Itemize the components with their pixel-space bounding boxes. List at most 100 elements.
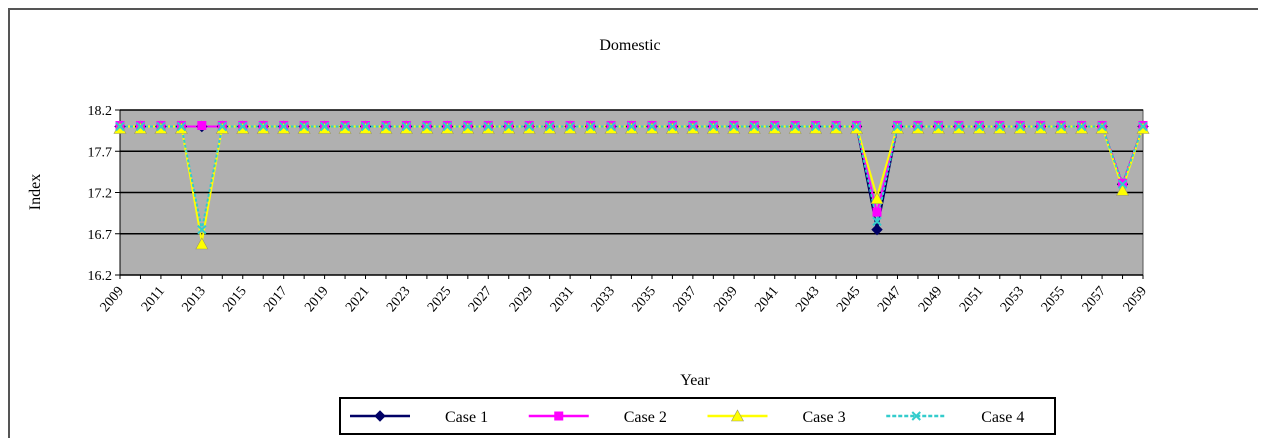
x-tick-label: 2049: [916, 284, 945, 315]
case-4-marker: [319, 121, 330, 132]
case-4-marker-stroke: [911, 411, 921, 421]
case-4-marker: [626, 121, 637, 132]
case-3-marker: [870, 191, 884, 204]
case-4-marker: [278, 121, 289, 132]
y-tick-label: 16.7: [88, 228, 113, 243]
case-4-marker-stroke: [360, 121, 371, 132]
case-4-marker: [1015, 121, 1025, 132]
case-4-marker-stroke: [913, 121, 923, 132]
case-4-marker: [422, 121, 432, 132]
x-tick-label: 2039: [711, 284, 740, 315]
case-4-marker-stroke: [749, 121, 759, 132]
case-4-marker-stroke: [544, 121, 555, 132]
x-tick-label: 2053: [998, 284, 1027, 315]
x-tick-label: 2051: [957, 284, 986, 315]
case-4-marker: [913, 121, 923, 132]
x-tick-label: 2031: [548, 284, 577, 315]
x-tick-label: 2035: [630, 284, 659, 315]
legend-case-1-label: Case 1: [445, 409, 488, 426]
case-4-marker: [1056, 121, 1066, 132]
case-4-marker-stroke: [851, 121, 862, 132]
case-4-marker-stroke: [647, 121, 657, 132]
case-4-marker: [381, 121, 391, 132]
case-4-marker-stroke: [1117, 179, 1128, 189]
x-tick-label: 2023: [384, 284, 413, 315]
case-4-marker: [708, 121, 719, 132]
case-4-marker: [197, 224, 207, 235]
x-tick-label: 2019: [302, 284, 331, 315]
x-tick-label: 2045: [834, 284, 863, 315]
x-tick-label: 2017: [261, 284, 290, 315]
case-4-marker-stroke: [729, 121, 739, 132]
case-4-marker-stroke: [422, 121, 432, 132]
case-4-marker-stroke: [1138, 121, 1148, 132]
case-4-marker: [360, 121, 371, 132]
case-4-marker: [1035, 121, 1046, 132]
x-axis-label: Year: [680, 372, 710, 389]
case-4-marker-stroke: [585, 121, 596, 132]
chart-title: Domestic: [599, 37, 660, 54]
x-tick-label: 2057: [1080, 284, 1109, 315]
case-4-marker: [299, 121, 309, 132]
case-4-marker-stroke: [790, 121, 800, 132]
case-4-marker-stroke: [995, 121, 1005, 132]
case-4-marker: [995, 121, 1005, 132]
x-tick-label: 2011: [139, 284, 168, 315]
case-4-marker-stroke: [892, 121, 903, 132]
case-4-marker-stroke: [954, 121, 964, 132]
case-4-marker: [1097, 121, 1107, 132]
case-4-marker: [831, 121, 841, 132]
y-tick-label: 17.2: [88, 187, 113, 202]
x-tick-label: 2047: [875, 284, 904, 315]
x-tick-label: 2059: [1121, 284, 1150, 315]
case-4-marker-stroke: [463, 121, 473, 132]
case-4-marker: [483, 121, 493, 132]
case-4-marker: [911, 411, 921, 421]
case-4-marker-stroke: [217, 121, 228, 132]
case-4-marker-stroke: [810, 121, 821, 132]
case-4-marker-stroke: [1035, 121, 1046, 132]
case-4-marker: [974, 121, 985, 132]
case-4-marker-stroke: [176, 121, 187, 132]
case-4-marker: [606, 121, 616, 132]
case-4-marker-stroke: [483, 121, 493, 132]
case-4-marker: [504, 121, 514, 132]
case-3-marker: [1116, 183, 1130, 196]
case-4-marker: [954, 121, 964, 132]
case-4-marker-stroke: [258, 121, 268, 132]
case-4-marker: [667, 121, 678, 132]
case-4-marker: [401, 121, 412, 132]
case-4-marker: [442, 121, 453, 132]
case-4-marker: [810, 121, 821, 132]
case-3-marker: [730, 409, 745, 422]
case-4-marker: [851, 121, 862, 132]
case-4-marker-stroke: [156, 121, 166, 132]
x-tick-label: 2025: [425, 284, 454, 315]
x-tick-label: 2015: [220, 284, 249, 315]
case-4-marker-stroke: [606, 121, 616, 132]
case-4-marker: [688, 121, 698, 132]
case-4-marker: [1138, 121, 1148, 132]
case-4-marker: [156, 121, 166, 132]
case-4-marker: [647, 121, 657, 132]
case-4-marker-stroke: [381, 121, 391, 132]
case-4-marker-stroke: [1015, 121, 1025, 132]
case-4-marker-stroke: [299, 121, 309, 132]
case-4-marker-stroke: [197, 224, 207, 235]
case-1-marker: [374, 410, 386, 422]
x-tick-label: 2041: [752, 284, 781, 315]
case-4-marker-stroke: [688, 121, 698, 132]
case-4-marker-stroke: [340, 121, 350, 132]
case-4-marker-stroke: [933, 121, 944, 132]
case-4-marker: [1076, 121, 1087, 132]
case-4-marker-stroke: [278, 121, 289, 132]
case-4-marker: [790, 121, 800, 132]
case-4-marker: [585, 121, 596, 132]
x-tick-label: 2033: [589, 284, 618, 315]
case-1-marker: [871, 223, 883, 236]
x-tick-label: 2029: [507, 284, 536, 315]
legend-case-3-label: Case 3: [803, 409, 846, 426]
case-4-marker: [463, 121, 473, 132]
case-2-marker: [197, 121, 207, 130]
